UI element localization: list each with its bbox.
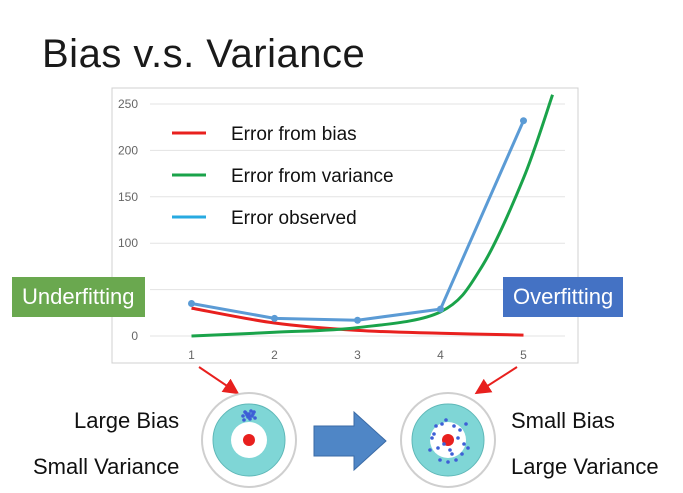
data-point [271, 314, 278, 322]
shot-dot [442, 442, 446, 446]
series-lines [188, 94, 554, 338]
shot-dot [436, 446, 440, 450]
y-tick-label: 150 [118, 190, 138, 204]
shot-dot [253, 416, 257, 420]
left-caption-bias: Large Bias [74, 408, 180, 433]
legend-entry: Error from variance [231, 166, 394, 187]
shot-dot [444, 418, 448, 422]
x-tick-label: 5 [520, 348, 527, 362]
legend: Error from bias Error from variance Error … [172, 124, 394, 229]
x-axis-ticks: 1 2 3 4 5 [188, 348, 527, 362]
x-tick-label: 4 [437, 348, 444, 362]
shot-dot [448, 448, 452, 452]
shot-dot [462, 442, 466, 446]
shot-dot [241, 414, 245, 418]
x-tick-label: 1 [188, 348, 195, 362]
left-caption-variance: Small Variance [33, 454, 180, 479]
data-point [188, 300, 195, 308]
legend-entry: Error observed [231, 208, 357, 229]
x-tick-label: 2 [271, 348, 278, 362]
right-caption-bias: Small Bias [511, 408, 615, 433]
y-tick-label: 100 [118, 236, 138, 250]
shot-dot [432, 432, 436, 436]
pointer-arrow-right [474, 366, 518, 395]
target-small-bias-large-variance [400, 392, 496, 488]
shot-dot [452, 424, 456, 428]
shot-dot [242, 418, 246, 422]
shot-dot [454, 458, 458, 462]
shot-dot [244, 411, 248, 415]
data-point [354, 316, 361, 324]
shot-dot [464, 422, 468, 426]
target-large-bias-small-variance [201, 392, 297, 488]
y-tick-label: 200 [118, 143, 138, 157]
right-caption-variance: Large Variance [511, 454, 659, 479]
y-tick-label: 250 [118, 97, 138, 111]
data-point [520, 117, 527, 125]
overfitting-label: Overfitting [503, 277, 624, 317]
shot-dot [460, 452, 464, 456]
shot-dot [438, 458, 442, 462]
shot-dot [247, 414, 251, 418]
legend-entry: Error from bias [231, 124, 357, 145]
series-line-1 [191, 306, 524, 337]
shot-dot [456, 436, 460, 440]
data-point [437, 305, 444, 313]
shot-dot [428, 448, 432, 452]
shot-dot [430, 436, 434, 440]
underfitting-label: Underfitting [12, 277, 145, 317]
shot-dot [446, 460, 450, 464]
shot-dot [434, 424, 438, 428]
transition-arrow-icon [313, 410, 387, 472]
shot-dot [440, 422, 444, 426]
y-tick-label: 0 [131, 329, 138, 343]
shot-dot [450, 452, 454, 456]
shot-dot [249, 409, 253, 413]
shot-dot [466, 446, 470, 450]
shot-dot [251, 412, 255, 416]
pointer-arrow-left [198, 366, 240, 395]
x-tick-label: 3 [354, 348, 361, 362]
shot-dot [458, 428, 462, 432]
slide-title: Bias v.s. Variance [42, 32, 366, 76]
